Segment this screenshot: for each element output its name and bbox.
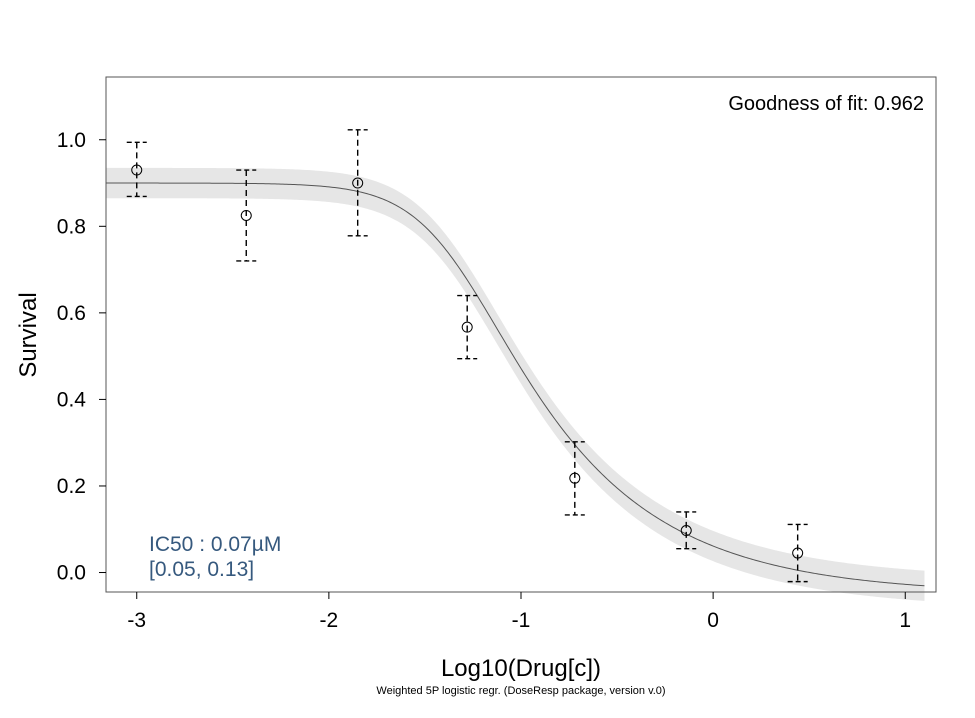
y-tick-label: 0.4 <box>57 388 87 411</box>
y-tick-label: 0.2 <box>57 475 86 498</box>
y-tick-label: 0.0 <box>57 562 86 585</box>
y-tick-label: 0.6 <box>57 302 86 325</box>
ic50-value-label: IC50 : 0.07µM <box>149 533 281 556</box>
x-tick-label: -1 <box>512 609 531 632</box>
data-point <box>240 209 252 221</box>
data-point <box>131 164 143 176</box>
y-axis: 0.0 0.2 0.4 0.6 0.8 1.0 <box>57 129 106 585</box>
x-tick-label: -3 <box>127 609 146 632</box>
x-axis: -3 -2 -1 0 1 <box>127 592 911 632</box>
y-tick-label: 1.0 <box>57 129 86 152</box>
data-point <box>461 321 473 333</box>
data-points <box>126 129 808 583</box>
caption: Weighted 5P logistic regr. (DoseResp pac… <box>376 685 665 697</box>
plot-frame <box>105 76 937 593</box>
x-tick-label: 0 <box>707 609 719 632</box>
y-tick-label: 0.8 <box>57 215 86 238</box>
ic50-interval-label: [0.05, 0.13] <box>149 558 254 581</box>
y-axis-label: Survival <box>15 292 42 377</box>
data-point <box>792 547 804 559</box>
goodness-of-fit-label: Goodness of fit: 0.962 <box>728 93 924 115</box>
data-point <box>680 525 692 537</box>
x-tick-label: -2 <box>320 609 339 632</box>
fit-curve <box>106 182 925 587</box>
data-point <box>569 472 581 484</box>
data-point <box>352 177 364 189</box>
x-tick-label: 1 <box>899 609 911 632</box>
x-axis-label: Log10(Drug[c]) <box>441 655 601 682</box>
